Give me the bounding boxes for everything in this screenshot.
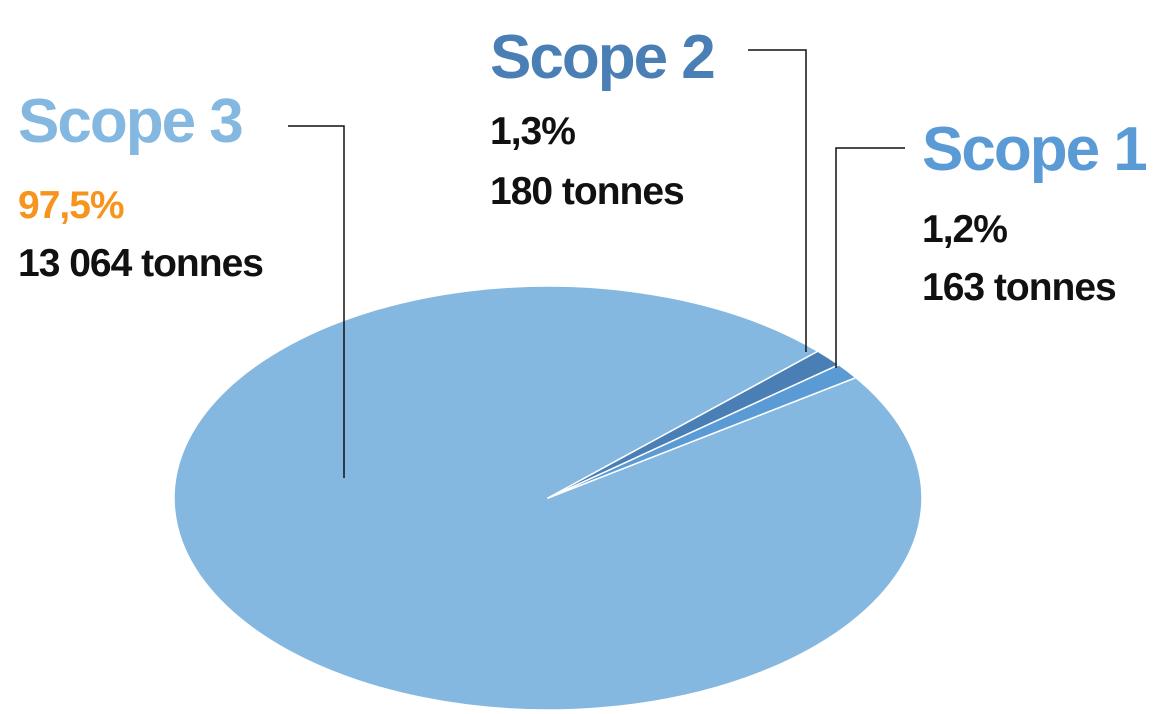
leader-line-scope-1 [835, 147, 905, 368]
scope-1-tonnes: 163 tonnes [922, 266, 1116, 309]
leader-lines [288, 49, 905, 478]
scope-3-label: Scope 3 97,5% 13 064 tonnes [18, 87, 264, 285]
scope-3-percent: 97,5% [18, 184, 124, 227]
scope-1-label: Scope 1 1,2% 163 tonnes [922, 115, 1148, 309]
scope-2-title: Scope 2 [490, 23, 714, 92]
scope-2-label: Scope 2 1,3% 180 tonnes [490, 23, 716, 213]
pie-slices [173, 285, 923, 711]
scope-2-tonnes: 180 tonnes [490, 170, 684, 213]
scope-1-title: Scope 1 [922, 115, 1146, 184]
leader-line-scope-2 [748, 49, 807, 352]
scope-3-title: Scope 3 [18, 87, 242, 156]
pie-slice-scope-2 [547, 350, 840, 499]
scope-1-percent: 1,2% [922, 208, 1007, 251]
scope-2-percent: 1,3% [490, 110, 575, 153]
scope-3-tonnes: 13 064 tonnes [18, 242, 263, 285]
leader-line-scope-3 [288, 125, 345, 478]
